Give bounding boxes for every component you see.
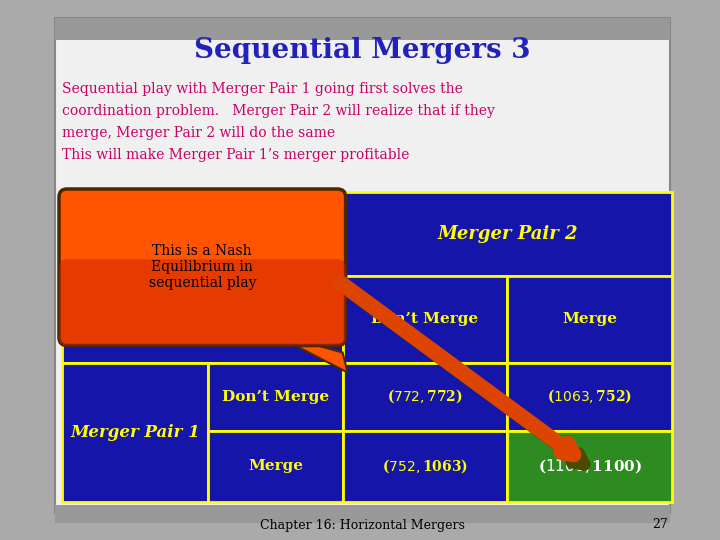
Bar: [55, 18, 670, 40]
Text: Sequential Mergers 3: Sequential Mergers 3: [194, 37, 530, 64]
Bar: [508, 362, 672, 431]
Bar: [343, 431, 508, 502]
Bar: [343, 362, 508, 431]
Bar: [208, 362, 343, 431]
Text: Merge: Merge: [562, 312, 617, 326]
Text: Merger Pair 2: Merger Pair 2: [437, 225, 577, 243]
FancyBboxPatch shape: [59, 189, 346, 346]
Bar: [208, 431, 343, 502]
Bar: [343, 192, 672, 276]
Text: Chapter 16: Horizontal Mergers: Chapter 16: Horizontal Mergers: [260, 518, 464, 531]
Text: Merger Pair 1: Merger Pair 1: [71, 424, 200, 441]
Text: This is a Nash
Equilibrium in
sequential play: This is a Nash Equilibrium in sequential…: [148, 244, 256, 291]
Text: Don’t Merge: Don’t Merge: [372, 312, 479, 326]
Bar: [508, 431, 672, 502]
Bar: [55, 505, 670, 523]
Text: coordination problem.   Merger Pair 2 will realize that if they: coordination problem. Merger Pair 2 will…: [62, 104, 495, 118]
Text: 27: 27: [652, 518, 668, 531]
Text: ($1063, $752): ($1063, $752): [547, 388, 632, 406]
Bar: [55, 18, 670, 513]
Text: merge, Merger Pair 2 will do the same: merge, Merger Pair 2 will do the same: [62, 126, 335, 140]
Text: Don’t Merge: Don’t Merge: [222, 389, 329, 403]
Text: ($1100, $1100): ($1100, $1100): [538, 457, 642, 475]
Bar: [343, 276, 508, 362]
Bar: [508, 276, 672, 362]
Text: ($772, $772): ($772, $772): [387, 388, 463, 406]
Bar: [62, 192, 343, 362]
Polygon shape: [270, 333, 348, 373]
FancyBboxPatch shape: [59, 259, 346, 346]
Text: Sequential play with Merger Pair 1 going first solves the: Sequential play with Merger Pair 1 going…: [62, 82, 463, 96]
Text: ($752, $1063): ($752, $1063): [382, 457, 468, 475]
Text: Merge: Merge: [248, 460, 303, 474]
Text: This will make Merger Pair 1’s merger profitable: This will make Merger Pair 1’s merger pr…: [62, 148, 410, 162]
Bar: [62, 362, 208, 502]
